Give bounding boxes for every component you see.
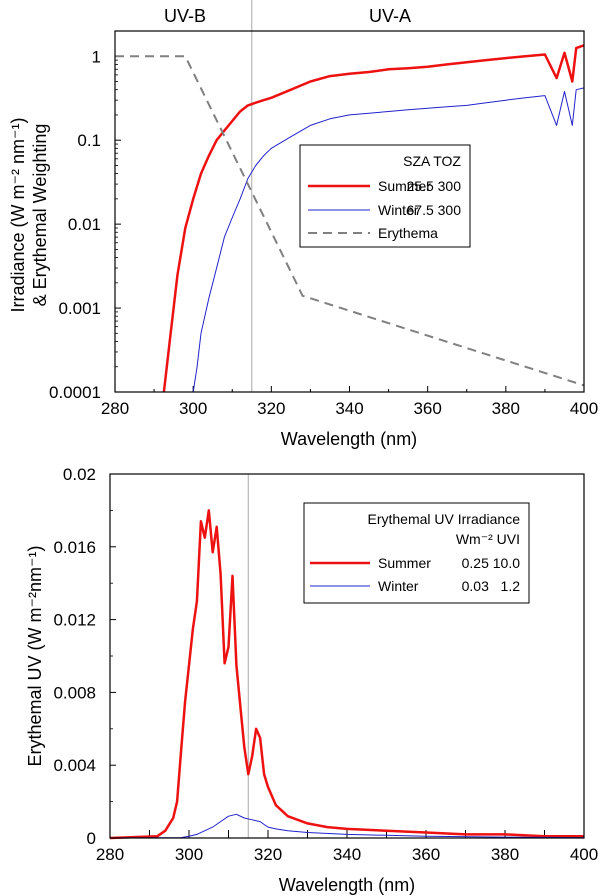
top-y-tick-label: 0.01 (68, 215, 101, 234)
series-line-erythema (115, 55, 585, 387)
top-x-tick-label: 340 (335, 399, 363, 418)
bottom-x-tick-label: 280 (96, 845, 124, 864)
bottom-plot-frame (109, 473, 585, 839)
top-x-tick-label: 300 (179, 399, 207, 418)
bottom-y-axis-title: Erythemal UV (W m⁻²nm⁻¹) (25, 545, 45, 766)
bottom-x-axis-title: Wavelength (nm) (279, 875, 415, 895)
series-line-winter (192, 87, 585, 393)
top-legend-header: SZA TOZ (403, 153, 461, 169)
bottom-legend-header2: Wm⁻² UVI (456, 531, 520, 547)
top-y-axis-title-line2: & Erythemal Weighting (30, 124, 50, 307)
top-y-tick-label: 0.001 (58, 299, 101, 318)
bottom-legend-params-summer: 0.25 10.0 (462, 555, 521, 571)
bottom-series-line-summer (109, 509, 584, 840)
top-x-tick-label: 320 (257, 399, 285, 418)
bottom-x-tick-label: 320 (254, 845, 282, 864)
bottom-x-tick-label: 400 (570, 845, 598, 864)
irradiance-chart: UV-B UV-A 1 0.1 0.01 0.001 0.0001 280 300 320 3… (8, 0, 598, 449)
bottom-y-tick-label: 0.02 (63, 465, 96, 484)
bottom-x-tick-label: 300 (175, 845, 203, 864)
top-x-axis-title: Wavelength (nm) (281, 429, 417, 449)
top-x-tick-label: 400 (570, 399, 598, 418)
bottom-y-tick-label: 0.004 (53, 756, 96, 775)
top-legend: SZA TOZ Summer 25.5 300 Winter 67.5 300 … (299, 144, 471, 248)
top-plot-frame (114, 30, 585, 393)
series-line-summer (162, 44, 585, 393)
bottom-legend: Erythemal UV Irradiance Wm⁻² UVI Summer … (303, 502, 530, 604)
uvb-label: UV-B (164, 6, 206, 26)
erythemal-uv-chart: 0.02 0.016 0.012 0.008 0.004 0 280 300 320 340 36… (25, 465, 598, 895)
top-y-axis-title-line1: Irradiance (W m⁻² nm⁻¹) (8, 117, 28, 312)
top-legend-box (299, 144, 471, 248)
bottom-series-line-winter (109, 813, 585, 839)
bottom-x-tick-label: 360 (412, 845, 440, 864)
top-x-tick-label: 280 (101, 399, 129, 418)
legend-name-winter: Winter (378, 202, 419, 218)
top-y-tick-label: 0.1 (77, 131, 101, 150)
bottom-legend-name-winter: Winter (378, 578, 419, 594)
top-x-tick-label: 380 (492, 399, 520, 418)
legend-params-winter: 67.5 300 (407, 202, 462, 218)
legend-params-summer: 25.5 300 (407, 178, 462, 194)
bottom-x-tick-label: 340 (333, 845, 361, 864)
bottom-legend-name-summer: Summer (378, 555, 431, 571)
top-y-tick-label: 0.0001 (49, 383, 101, 402)
uva-label: UV-A (369, 6, 411, 26)
legend-name-summer: Summer (378, 178, 431, 194)
bottom-x-tick-label: 380 (491, 845, 519, 864)
bottom-legend-params-winter: 0.03 1.2 (462, 578, 521, 594)
bottom-y-tick-label: 0 (87, 829, 96, 848)
bottom-y-tick-label: 0.016 (53, 538, 96, 557)
top-x-tick-label: 360 (413, 399, 441, 418)
bottom-y-tick-label: 0.008 (53, 683, 96, 702)
legend-name-erythema: Erythema (378, 225, 438, 241)
bottom-legend-header1: Erythemal UV Irradiance (367, 511, 520, 527)
top-y-tick-label: 1 (92, 47, 101, 66)
bottom-y-tick-label: 0.012 (53, 611, 96, 630)
